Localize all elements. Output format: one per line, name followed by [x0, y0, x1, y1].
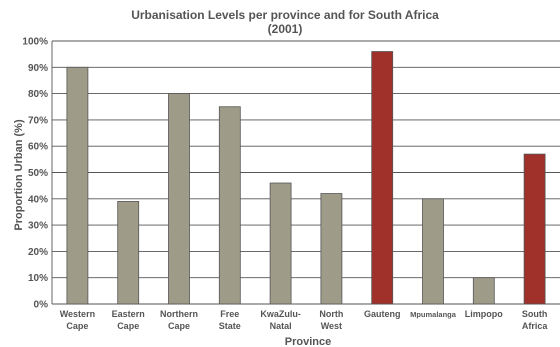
y-tick-label: 40% — [28, 194, 48, 205]
bars — [66, 51, 546, 305]
chart-subtitle: (2001) — [268, 22, 303, 36]
x-tick-label: Northern — [160, 309, 198, 319]
y-tick-label: 60% — [28, 142, 48, 153]
x-axis-title: Province — [285, 336, 331, 347]
x-tick-label: Cape — [117, 321, 139, 331]
x-tick-label: Eastern — [112, 309, 145, 319]
bar — [117, 201, 140, 305]
x-tick-label: Gauteng — [364, 309, 401, 319]
x-tick-label: South — [522, 309, 548, 319]
x-tick-label: West — [321, 321, 342, 331]
x-tick-label: Natal — [270, 321, 292, 331]
y-axis-title: Proportion Urban (%) — [13, 119, 25, 231]
bar — [523, 153, 546, 305]
y-axis-ticks: 0% 10% 20% 30% 40% 50% 60% 70% 80% 90% 100% — [22, 37, 48, 311]
y-tick-label: 10% — [28, 273, 48, 284]
y-tick-label: 80% — [28, 89, 48, 100]
x-tick-label: Cape — [66, 321, 88, 331]
x-tick-label: North — [319, 309, 343, 319]
x-tick-label: Africa — [522, 321, 549, 331]
x-axis-ticks: Western Cape Eastern Cape Northern Cape Free St… — [60, 309, 549, 331]
bar — [168, 93, 190, 305]
x-tick-label: Free — [220, 309, 239, 319]
x-tick-label: Cape — [168, 321, 190, 331]
bar — [66, 66, 89, 305]
y-tick-label: 0% — [34, 300, 49, 311]
y-tick-label: 90% — [28, 63, 48, 74]
chart-title: Urbanisation Levels per province and for… — [131, 8, 439, 22]
bar — [371, 51, 394, 305]
bar — [320, 193, 343, 305]
y-tick-label: 30% — [28, 221, 48, 232]
bar — [472, 277, 495, 305]
x-tick-label: State — [219, 321, 241, 331]
y-tick-label: 100% — [22, 37, 48, 48]
x-tick-label: Mpumalanga — [410, 310, 457, 319]
y-tick-label: 70% — [28, 115, 48, 126]
bar — [269, 182, 292, 305]
bar — [422, 198, 444, 305]
bar — [218, 106, 241, 305]
y-tick-label: 20% — [28, 247, 48, 258]
x-tick-label: Limpopo — [465, 309, 503, 319]
x-tick-label: Western — [60, 309, 95, 319]
x-tick-label: KwaZulu- — [260, 309, 301, 319]
y-tick-label: 50% — [28, 168, 48, 179]
